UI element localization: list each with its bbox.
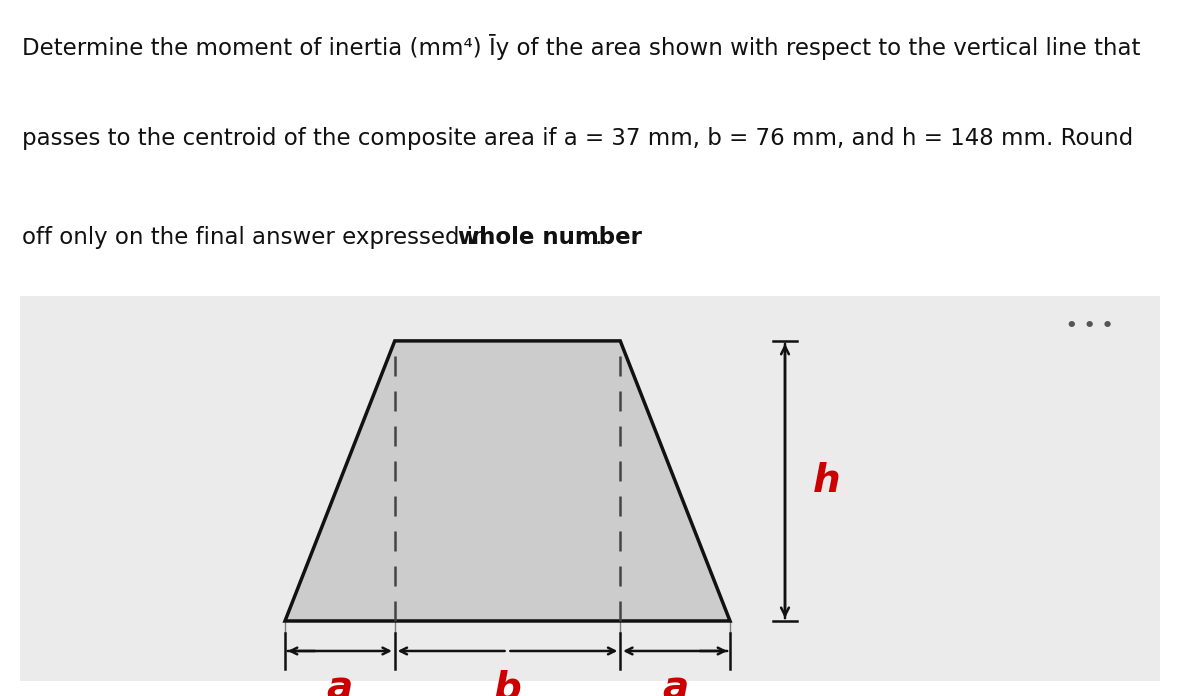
Polygon shape: [286, 341, 730, 621]
Text: .: .: [594, 226, 602, 248]
Text: passes to the centroid of the composite area if a = 37 mm, b = 76 mm, and h = 14: passes to the centroid of the composite …: [22, 127, 1133, 150]
Text: b: b: [493, 670, 522, 696]
Text: h: h: [814, 462, 841, 500]
Text: whole number: whole number: [457, 226, 642, 248]
Text: off only on the final answer expressed in: off only on the final answer expressed i…: [22, 226, 494, 248]
Text: a: a: [662, 670, 689, 696]
Text: Determine the moment of inertia (mm⁴) Īy of the area shown with respect to the v: Determine the moment of inertia (mm⁴) Īy…: [22, 34, 1140, 60]
Text: • • •: • • •: [1067, 317, 1114, 335]
Text: a: a: [326, 670, 353, 696]
